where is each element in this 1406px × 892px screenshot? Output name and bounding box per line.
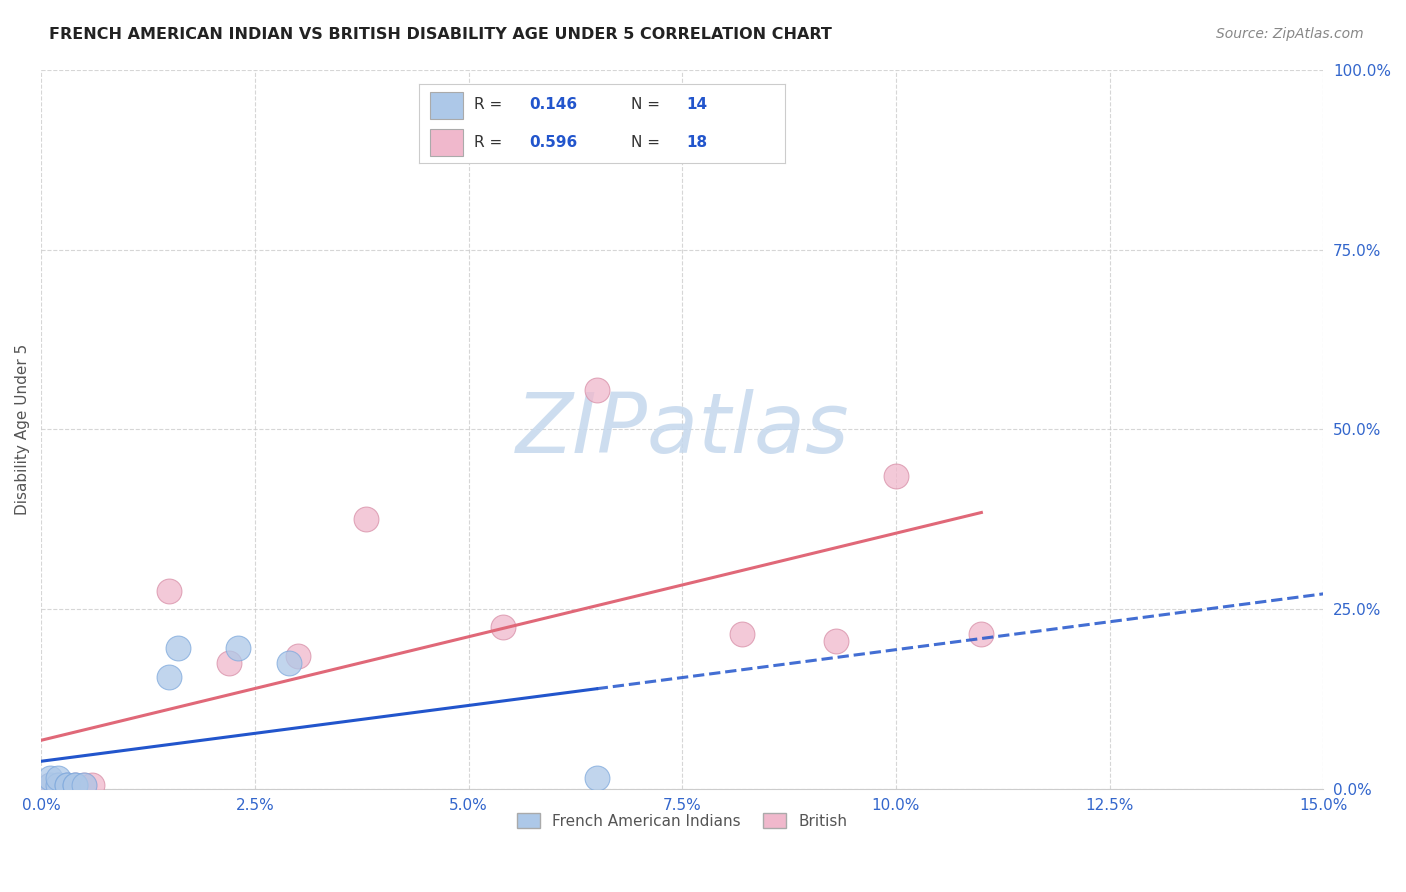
- Y-axis label: Disability Age Under 5: Disability Age Under 5: [15, 343, 30, 515]
- Point: [354, 512, 377, 526]
- Point: [167, 641, 190, 656]
- Point: [55, 778, 77, 792]
- Text: FRENCH AMERICAN INDIAN VS BRITISH DISABILITY AGE UNDER 5 CORRELATION CHART: FRENCH AMERICAN INDIAN VS BRITISH DISABI…: [49, 27, 832, 42]
- Point: [55, 778, 77, 792]
- Point: [38, 778, 60, 792]
- Point: [46, 771, 69, 785]
- Point: [157, 670, 180, 684]
- Point: [970, 627, 993, 641]
- Point: [287, 648, 309, 663]
- Point: [157, 583, 180, 598]
- Point: [73, 778, 96, 792]
- Point: [825, 634, 848, 648]
- Point: [585, 771, 607, 785]
- Point: [278, 656, 301, 670]
- Point: [884, 469, 907, 483]
- Point: [65, 778, 87, 792]
- Point: [585, 383, 607, 397]
- Point: [38, 771, 60, 785]
- Point: [65, 778, 87, 792]
- Text: ZIPatlas: ZIPatlas: [516, 389, 849, 470]
- Point: [731, 627, 754, 641]
- Text: Source: ZipAtlas.com: Source: ZipAtlas.com: [1216, 27, 1364, 41]
- Point: [82, 778, 104, 792]
- Point: [46, 778, 69, 792]
- Point: [492, 620, 515, 634]
- Point: [65, 778, 87, 792]
- Point: [218, 656, 240, 670]
- Point: [38, 778, 60, 792]
- Point: [46, 778, 69, 792]
- Point: [55, 778, 77, 792]
- Point: [73, 778, 96, 792]
- Point: [226, 641, 249, 656]
- Legend: French American Indians, British: French American Indians, British: [510, 806, 853, 835]
